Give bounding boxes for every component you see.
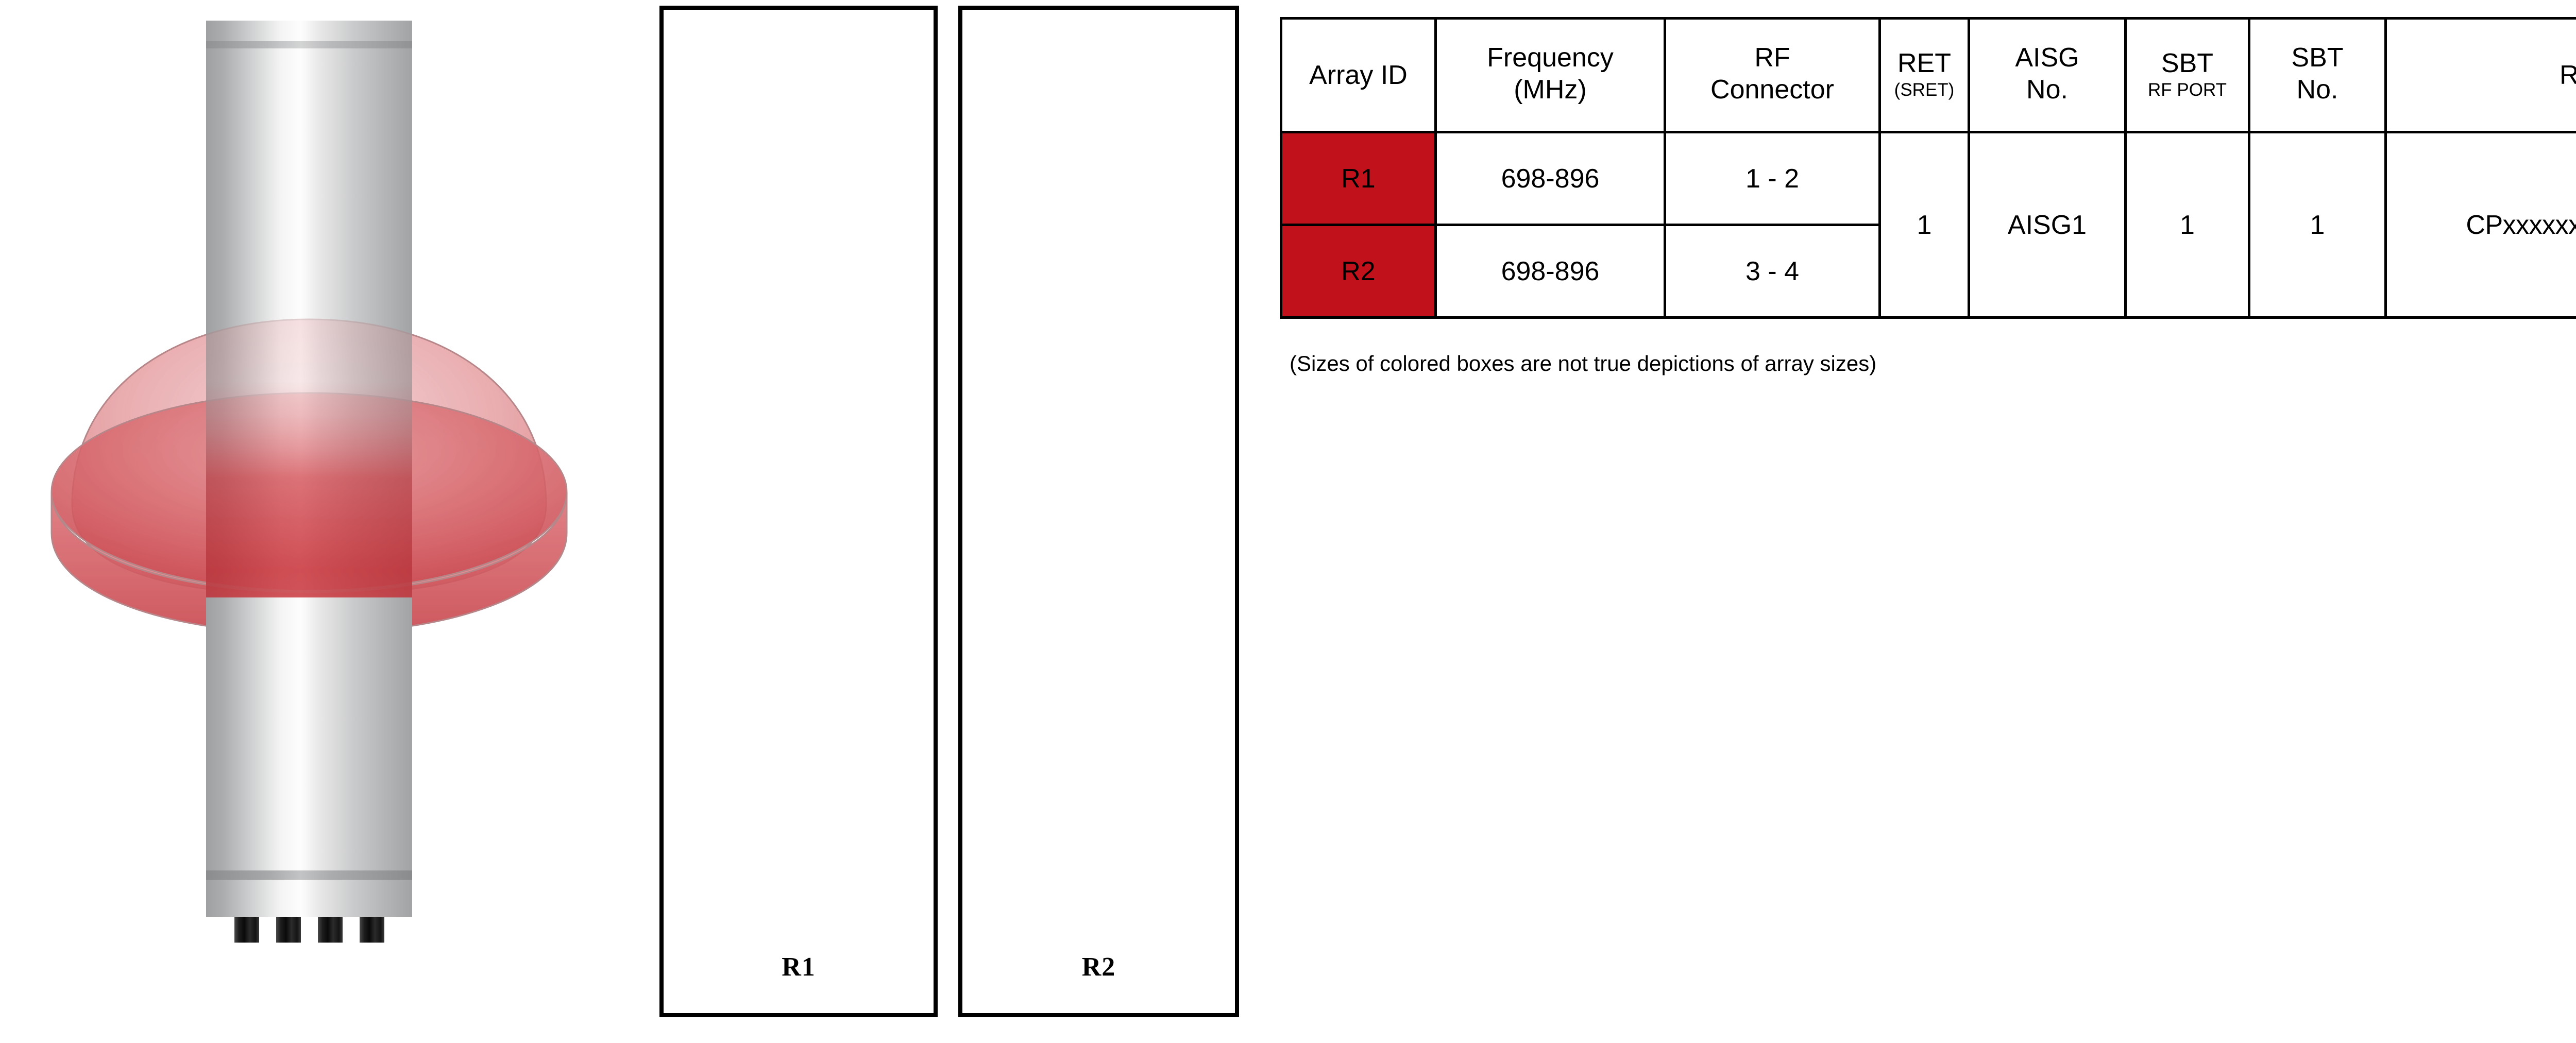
cell-rf-connector-r2: 3 - 4	[1665, 225, 1880, 318]
header-ret: RET (SRET)	[1880, 19, 1969, 132]
rf-connector-1	[234, 917, 259, 943]
header-rf-connector-line2: Connector	[1666, 73, 1878, 108]
cell-frequency-r2: 698-896	[1436, 225, 1665, 318]
header-frequency-line1: Frequency	[1487, 43, 1614, 73]
header-sbt-rf-port-line2: RF PORT	[2127, 78, 2248, 102]
header-aisg-line2: No.	[1970, 73, 2124, 108]
header-ret-line1: RET	[1897, 48, 1951, 78]
antenna-illustration	[0, 0, 639, 1040]
header-sbt-no-line2: No.	[2250, 73, 2384, 108]
table-header-row: Array ID Frequency (MHz) RF Connector RE…	[1281, 19, 2576, 132]
cell-aisg-no: AISG1	[1969, 132, 2126, 318]
antenna-svg	[0, 0, 639, 1040]
array-box-r2: R2	[958, 6, 1239, 1017]
rf-connectors	[234, 917, 384, 943]
cell-sbt-rf-port: 1	[2126, 132, 2249, 318]
cell-frequency-r1: 698-896	[1436, 132, 1665, 225]
header-rf-connector: RF Connector	[1665, 19, 1880, 132]
header-ret-line2: (SRET)	[1881, 78, 1968, 102]
cell-sbt-no: 1	[2249, 132, 2386, 318]
rf-connector-2	[276, 917, 301, 943]
cell-rf-connector-r1: 1 - 2	[1665, 132, 1880, 225]
header-ret-uid: RET UID	[2386, 19, 2576, 132]
array-config-table: Array ID Frequency (MHz) RF Connector RE…	[1280, 17, 2576, 319]
header-sbt-no-line1: SBT	[2291, 43, 2343, 73]
cell-ret: 1	[1880, 132, 1969, 318]
header-frequency-line2: (MHz)	[1437, 73, 1664, 108]
array-box-r1: R1	[659, 6, 938, 1017]
table-row: R1 698-896 1 - 2 1 AISG1 1 1 CPxxxxxxxxx…	[1281, 132, 2576, 225]
header-aisg-line1: AISG	[2015, 43, 2079, 73]
header-sbt-no: SBT No.	[2249, 19, 2386, 132]
header-aisg-no: AISG No.	[1969, 19, 2126, 132]
header-sbt-rf-port: SBT RF PORT	[2126, 19, 2249, 132]
rf-connector-4	[360, 917, 384, 943]
radome-beam-tint	[206, 381, 412, 623]
array-box-label-r2: R2	[1082, 952, 1116, 982]
rf-connector-3	[318, 917, 343, 943]
cell-array-id-r1: R1	[1281, 132, 1436, 225]
header-sbt-rf-port-line1: SBT	[2161, 48, 2213, 78]
cell-array-id-r2: R2	[1281, 225, 1436, 318]
array-box-label-r1: R1	[782, 952, 816, 982]
header-rf-connector-line1: RF	[1754, 43, 1790, 73]
cell-ret-uid: CPxxxxxxxxxxxxxxxxxR1	[2386, 132, 2576, 318]
array-config-table-wrapper: Array ID Frequency (MHz) RF Connector RE…	[1280, 17, 2576, 319]
table-caption: (Sizes of colored boxes are not true dep…	[1290, 351, 1876, 376]
header-array-id: Array ID	[1281, 19, 1436, 132]
header-frequency: Frequency (MHz)	[1436, 19, 1665, 132]
radome-front-face	[206, 21, 412, 917]
